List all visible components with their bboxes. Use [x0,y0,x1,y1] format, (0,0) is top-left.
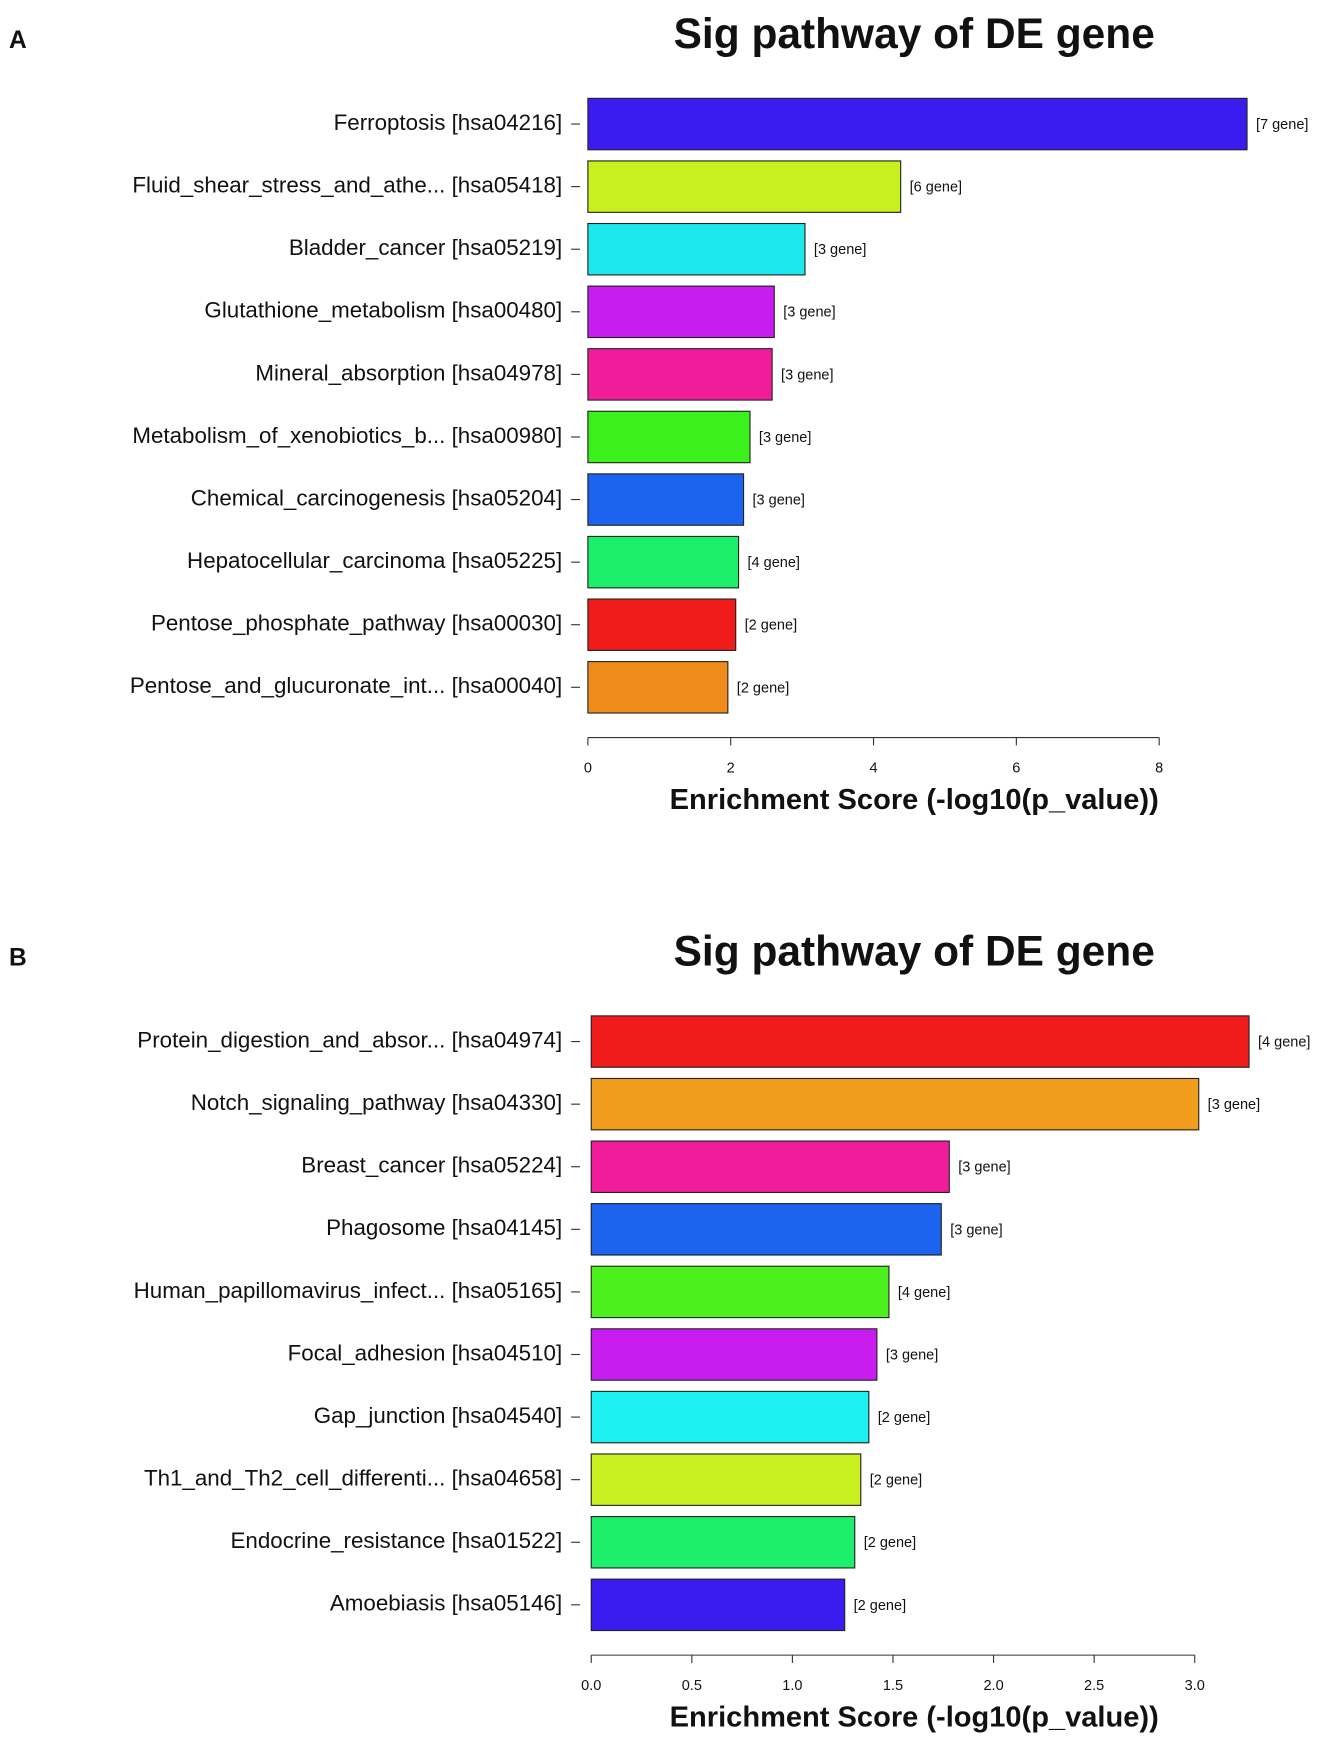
x-tick-label: 0 [584,761,592,777]
bar [587,661,729,714]
bar-label: [4 gene] [898,1285,950,1301]
bar-label: [3 gene] [950,1222,1002,1238]
bar [590,1265,890,1319]
bar-label: [2 gene] [864,1535,916,1551]
category-label: Hepatocellular_carcinoma [hsa05225] [187,548,562,573]
bar-label: [3 gene] [958,1160,1010,1176]
x-tick-label: 2.0 [983,1678,1003,1694]
bar-label: [3 gene] [1208,1097,1260,1113]
x-tick-label: 2 [727,761,735,777]
x-axis-title: Enrichment Score (-log10(p_value)) [670,1701,1159,1733]
x-tick-label: 6 [1012,761,1020,777]
bar-label: [2 gene] [878,1410,930,1426]
category-label: Chemical_carcinogenesis [hsa05204] [191,485,562,510]
bar-label: [6 gene] [910,180,962,196]
category-label: Pentose_phosphate_pathway [hsa00030] [151,611,562,636]
chart-title: Sig pathway of DE gene [674,928,1155,975]
category-label: Human_papillomavirus_infect... [hsa05165… [134,1278,563,1303]
bar [587,222,806,276]
x-tick-label: 1.5 [883,1678,903,1694]
category-label: Th1_and_Th2_cell_differenti... [hsa04658… [144,1466,562,1491]
bar-label: [3 gene] [886,1347,938,1363]
panel-label: B [9,944,27,971]
category-label: Breast_cancer [hsa05224] [301,1153,562,1178]
category-label: Phagosome [hsa04145] [326,1215,562,1240]
x-tick-label: 4 [869,761,877,777]
category-label: Gap_junction [hsa04540] [314,1403,562,1428]
bar [590,1015,1250,1068]
bar-label: [3 gene] [814,242,866,258]
bar [587,410,751,464]
bar-label: [4 gene] [748,555,800,571]
x-tick-label: 0.0 [581,1678,601,1694]
x-axis-title: Enrichment Score (-log10(p_value)) [670,784,1159,816]
category-label: Focal_adhesion [hsa04510] [288,1340,563,1365]
bar-label: [3 gene] [759,430,811,446]
bar-label: [2 gene] [870,1473,922,1489]
bar-label: [4 gene] [1258,1035,1310,1051]
bar [590,1140,950,1194]
category-label: Bladder_cancer [hsa05219] [289,235,562,260]
x-tick-label: 1.0 [782,1678,802,1694]
x-tick-label: 3.0 [1185,1678,1205,1694]
bar [587,160,902,213]
category-label: Notch_signaling_pathway [hsa04330] [191,1090,562,1115]
category-label: Protein_digestion_and_absor... [hsa04974… [137,1027,562,1052]
bar-label: [3 gene] [783,305,835,321]
bar [590,1328,878,1381]
x-tick-label: 0.5 [682,1678,702,1694]
category-label: Amoebiasis [hsa05146] [330,1591,562,1616]
bar [587,97,1248,151]
bar [587,473,745,526]
bar [590,1578,846,1632]
bar [590,1077,1200,1131]
bar [590,1453,862,1506]
x-tick-label: 2.5 [1084,1678,1104,1694]
bar [587,285,775,339]
bar-label: [3 gene] [781,367,833,383]
bar [590,1390,870,1444]
category-label: Metabolism_of_xenobiotics_b... [hsa00980… [132,423,562,448]
bar-label: [2 gene] [854,1598,906,1614]
bar-label: [3 gene] [753,493,805,509]
bar [590,1515,856,1569]
chart-title: Sig pathway of DE gene [674,10,1155,57]
bar [587,598,737,651]
bar [590,1203,942,1256]
category-label: Ferroptosis [hsa04216] [334,110,563,135]
bar-label: [2 gene] [737,680,789,696]
bar-label: [2 gene] [745,618,797,634]
bar-label: [7 gene] [1256,117,1308,133]
x-tick-label: 8 [1155,761,1163,777]
category-label: Glutathione_metabolism [hsa00480] [204,298,562,323]
category-label: Fluid_shear_stress_and_athe... [hsa05418… [132,173,562,198]
category-label: Mineral_absorption [hsa04978] [255,360,562,385]
category-label: Endocrine_resistance [hsa01522] [231,1528,563,1553]
category-label: Pentose_and_glucuronate_int... [hsa00040… [130,673,562,698]
bar [587,348,773,401]
panel-label: A [9,27,27,54]
bar [587,535,740,589]
